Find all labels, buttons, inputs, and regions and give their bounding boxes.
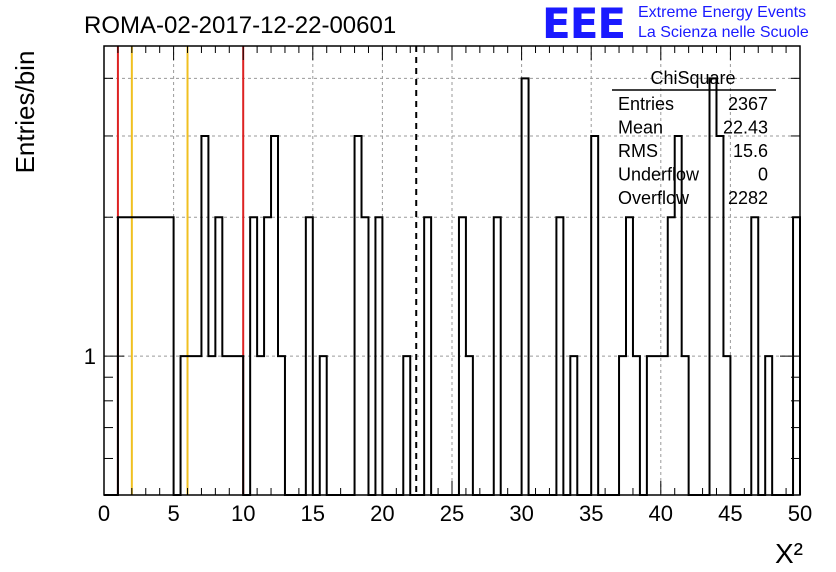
x-tick-label: 25 bbox=[440, 501, 464, 526]
histogram-bin bbox=[271, 136, 278, 495]
x-tick-label: 35 bbox=[579, 501, 603, 526]
histogram-bin bbox=[194, 356, 201, 495]
x-axis-label: X² bbox=[775, 538, 803, 569]
histogram-bin bbox=[236, 356, 243, 495]
histogram-bin bbox=[181, 356, 188, 495]
x-tick-labels: 0 5 10 15 20 25 30 35 40 45 50 bbox=[98, 501, 812, 526]
x-tick-label: 10 bbox=[231, 501, 255, 526]
histogram-outline bbox=[104, 77, 801, 496]
x-tick-label: 0 bbox=[98, 501, 110, 526]
y-tick-label: 1 bbox=[84, 344, 96, 369]
marker-lines bbox=[116, 46, 418, 495]
histogram-bin bbox=[765, 356, 772, 495]
logo-line-2: La Scienza nelle Scuole bbox=[638, 24, 809, 41]
histogram-bin bbox=[222, 356, 229, 495]
y-axis-label: Entries/bin bbox=[10, 51, 40, 174]
histogram-bin bbox=[619, 356, 626, 495]
stats-value: 22.43 bbox=[723, 118, 768, 138]
histogram-bin bbox=[229, 356, 236, 495]
stats-value: 15.6 bbox=[733, 141, 768, 161]
histogram-bin bbox=[591, 136, 598, 495]
histogram-bin bbox=[320, 356, 327, 495]
stats-title: ChiSquare bbox=[650, 68, 735, 88]
histogram-bin bbox=[633, 356, 640, 495]
x-tick-label: 15 bbox=[301, 501, 325, 526]
x-tick-label: 45 bbox=[718, 501, 742, 526]
histogram-bin bbox=[647, 356, 654, 495]
stats-label: Mean bbox=[618, 118, 663, 138]
stats-box: ChiSquare Entries 2367 Mean 22.43 RMS 15.6 Und… bbox=[612, 68, 776, 208]
stats-label: RMS bbox=[618, 141, 658, 161]
histogram-bin bbox=[654, 356, 661, 495]
histogram-bin bbox=[723, 356, 730, 495]
histogram-bin bbox=[355, 136, 362, 495]
x-tick-label: 50 bbox=[788, 501, 812, 526]
eee-logo: EEE bbox=[542, 0, 626, 48]
axis-ticks bbox=[103, 46, 801, 496]
histogram-bin bbox=[257, 356, 264, 495]
x-tick-label: 30 bbox=[509, 501, 533, 526]
histogram-bin bbox=[278, 356, 285, 495]
x-tick-label: 5 bbox=[167, 501, 179, 526]
stats-label: Entries bbox=[618, 94, 674, 114]
x-tick-label: 40 bbox=[649, 501, 673, 526]
stats-value: 2367 bbox=[728, 94, 768, 114]
histogram-bin bbox=[661, 356, 668, 495]
stats-value: 0 bbox=[758, 165, 768, 185]
y-tick-labels: 1 bbox=[84, 344, 96, 369]
stats-label: Underflow bbox=[618, 165, 700, 185]
histogram-bin bbox=[466, 356, 473, 495]
histogram-bin bbox=[682, 356, 689, 495]
histogram-bin bbox=[188, 356, 195, 495]
histogram-bin bbox=[570, 356, 577, 495]
histogram-bin bbox=[403, 356, 410, 495]
logo-line-1: Extreme Energy Events bbox=[638, 4, 807, 21]
chart-title: ROMA-02-2017-12-22-00601 bbox=[84, 12, 396, 39]
histogram-bin bbox=[208, 356, 215, 495]
stats-label: Overflow bbox=[618, 188, 690, 208]
x-tick-label: 20 bbox=[370, 501, 394, 526]
histogram-bin bbox=[522, 78, 529, 495]
stats-value: 2282 bbox=[728, 188, 768, 208]
histogram-bin bbox=[201, 136, 208, 495]
